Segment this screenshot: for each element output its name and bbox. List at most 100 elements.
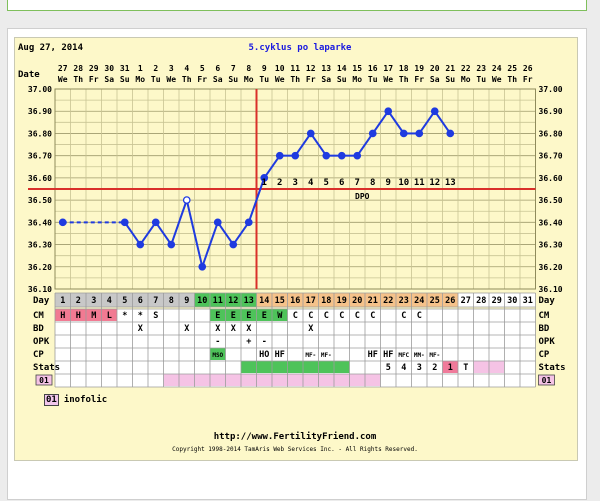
stats-cell: 2 — [432, 363, 437, 373]
temp-line-segment — [216, 221, 235, 246]
weekday-label: Th — [507, 75, 517, 84]
temp-line-segment — [309, 132, 328, 157]
bd-cell: X — [231, 324, 236, 334]
weekday-label: We — [166, 75, 176, 84]
day-cell-bg — [473, 293, 489, 307]
weekday-label: Th — [290, 75, 300, 84]
note-row: 01 inofolic — [44, 394, 107, 406]
date-label: 20 — [430, 64, 440, 73]
stats-row-label-right: Stats — [539, 363, 566, 373]
date-label: 27 — [58, 64, 68, 73]
day-cell: 13 — [244, 296, 254, 306]
cm-cell-bg — [272, 309, 288, 321]
weekday-label: We — [383, 75, 393, 84]
y-tick-label-left: 36.50 — [28, 196, 52, 205]
temp-line-segment — [371, 110, 390, 135]
temp-point — [260, 174, 269, 182]
footer-url[interactable]: http://www.FertilityFriend.com — [213, 432, 377, 442]
cm-cell-bg — [86, 309, 102, 321]
cm-cell: E — [246, 311, 251, 321]
y-tick-label-left: 36.20 — [28, 263, 52, 272]
temp-line-segment — [433, 110, 452, 135]
date-label: 8 — [246, 64, 251, 73]
date-label: 5 — [200, 64, 205, 73]
day-cell: 9 — [184, 296, 189, 306]
dpo-number: 9 — [386, 178, 391, 188]
cm-cell: W — [277, 311, 283, 321]
weekday-label: Sa — [104, 75, 114, 84]
temp-line-segment — [356, 132, 374, 157]
cp-cell: HF — [383, 350, 393, 360]
date-label: 7 — [231, 64, 236, 73]
day-cell-bg — [458, 293, 474, 307]
cp-row-label-right: CP — [539, 350, 550, 360]
date-label: 18 — [399, 64, 409, 73]
weekday-label: Sa — [430, 75, 440, 84]
day-cell-bg — [163, 293, 179, 307]
day-cell-bg — [210, 293, 226, 307]
cm-cell-bg — [70, 309, 86, 321]
date-label: 14 — [337, 64, 347, 73]
day-cell-bg — [303, 293, 319, 307]
y-tick-label-left: 36.30 — [28, 241, 52, 250]
cp-cell: MF- — [305, 352, 316, 359]
date-label: 9 — [262, 64, 267, 73]
date-label: 24 — [492, 64, 502, 73]
day-cell: 7 — [153, 296, 158, 306]
date-label: 11 — [290, 64, 300, 73]
day-cell-bg — [396, 293, 412, 307]
date-label: 30 — [104, 64, 114, 73]
date-label: 19 — [414, 64, 424, 73]
temp-line-segment — [123, 221, 142, 246]
day-cell: 24 — [414, 296, 424, 306]
weekday-label: We — [275, 75, 285, 84]
temp-point — [430, 107, 439, 116]
date-label: 21 — [445, 64, 455, 73]
stats-green-bg — [241, 361, 350, 373]
cm-cell-bg — [225, 309, 241, 321]
bd-cell: X — [246, 324, 251, 334]
weekday-label: We — [492, 75, 502, 84]
cm-cell: C — [293, 311, 298, 321]
temp-line-segment — [154, 221, 173, 246]
temp-point — [244, 218, 253, 227]
stats-red-bg — [442, 361, 458, 373]
cp-cell: MF- — [429, 352, 440, 359]
stats-cell: 3 — [417, 363, 422, 373]
dpo-number: 3 — [293, 178, 298, 188]
weekday-label: Sa — [321, 75, 331, 84]
temp-point — [399, 129, 408, 138]
weekday-label: Th — [399, 75, 409, 84]
day-cell-bg — [148, 293, 164, 307]
temp-line-segment — [185, 199, 204, 268]
weekday-label: Fr — [89, 75, 99, 84]
cm-cell: L — [107, 311, 112, 321]
temp-line-segment — [294, 132, 312, 157]
date-label: 26 — [523, 64, 533, 73]
temp-point — [182, 196, 191, 204]
day-cell: 12 — [228, 296, 238, 306]
day-cell-bg — [349, 293, 365, 307]
day-cell-bg — [504, 293, 520, 307]
cp-cell: HF — [368, 350, 378, 360]
day-cell: 6 — [138, 296, 143, 306]
day-cell-bg — [256, 293, 272, 307]
bd-cell: X — [184, 324, 189, 334]
day-cell: 30 — [507, 296, 517, 306]
day-cell: 31 — [523, 296, 533, 306]
date-label: 15 — [352, 64, 362, 73]
cm-cell: C — [401, 311, 406, 321]
temp-line-segment — [139, 221, 157, 246]
day-cell-bg — [334, 293, 350, 307]
stats-cell: T — [463, 363, 468, 373]
cm-cell: C — [339, 311, 344, 321]
temp-point — [213, 218, 222, 227]
top-frame — [7, 0, 587, 11]
opk-cell: - — [215, 337, 220, 347]
day-cell-bg — [489, 293, 505, 307]
day-cell-bg — [194, 293, 210, 307]
y-tick-label-right: 36.20 — [539, 263, 563, 272]
day-cell: 15 — [275, 296, 285, 306]
day-row-label-right: Day — [539, 296, 556, 306]
